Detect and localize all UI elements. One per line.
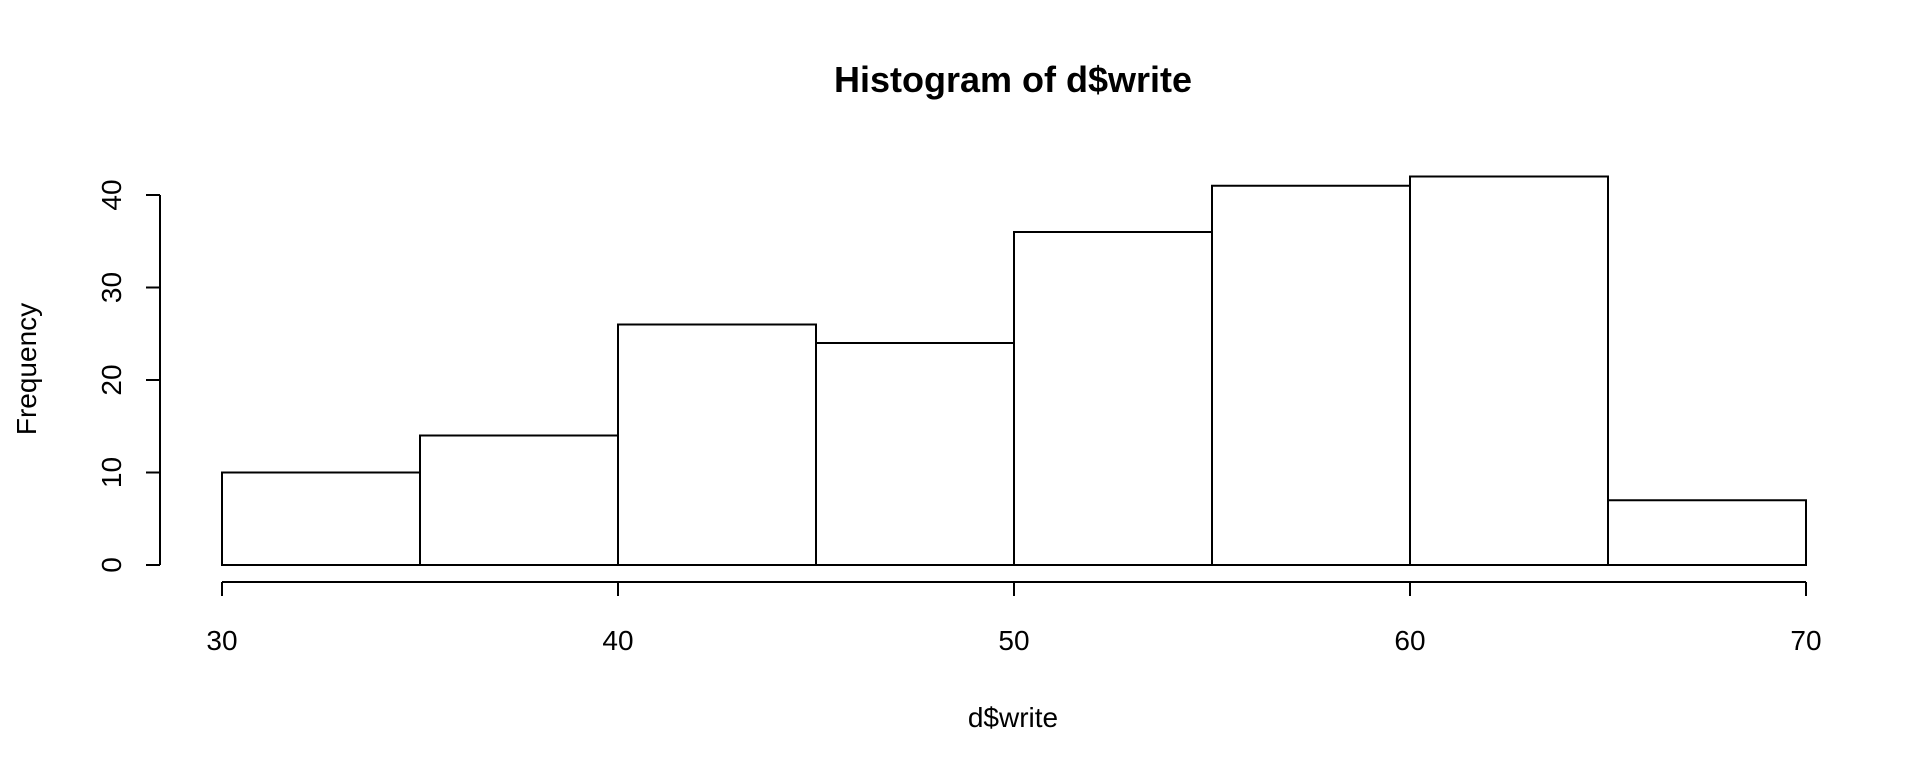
histogram-bar-35-40 [419,434,619,566]
histogram-bar-40-45 [617,323,817,566]
y-tick-label: 10 [96,457,127,488]
x-tick-label: 50 [998,625,1029,656]
y-tick-label: 40 [96,179,127,210]
histogram-bar-30-35 [221,471,421,566]
histogram-bar-50-55 [1013,231,1213,566]
y-axis: 0 10 20 30 40 [96,179,161,573]
histogram-bars [221,175,1807,566]
y-axis-label: Frequency [11,303,42,435]
x-tick-label: 60 [1394,625,1425,656]
y-tick-label: 0 [96,557,127,573]
y-tick-label: 20 [96,364,127,395]
histogram-bar-45-50 [815,342,1015,566]
x-tick-label: 70 [1790,625,1821,656]
x-axis: 30 40 50 60 70 [206,581,1822,656]
x-tick-label: 30 [206,625,237,656]
x-tick-label: 40 [602,625,633,656]
histogram-bar-55-60 [1211,184,1411,566]
y-tick-label: 30 [96,272,127,303]
histogram-bar-65-70 [1607,499,1807,566]
histogram-bar-60-65 [1409,175,1609,566]
chart-title: Histogram of d$write [834,59,1192,100]
x-axis-label: d$write [968,702,1058,733]
